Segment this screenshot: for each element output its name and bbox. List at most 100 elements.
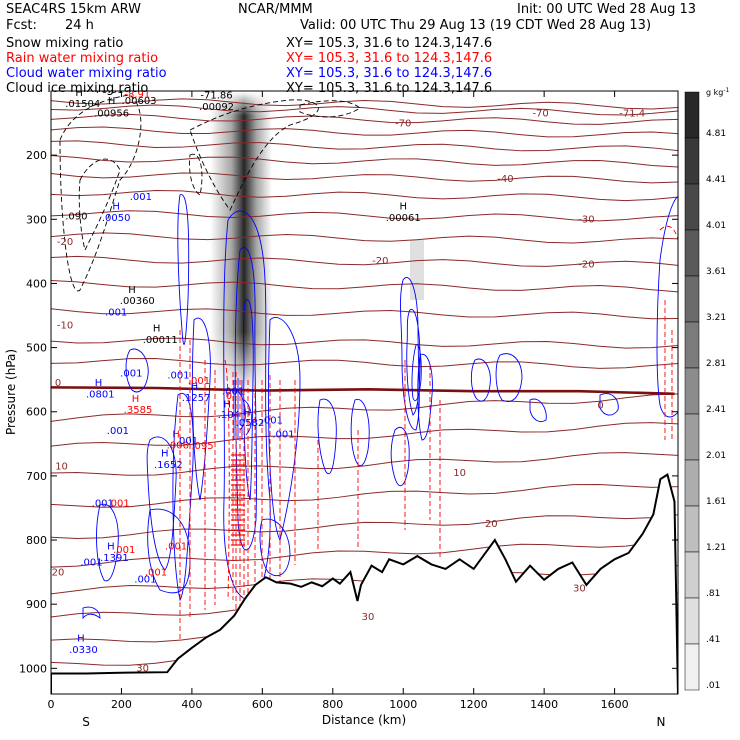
contour-value-label: .01504 [65, 99, 100, 110]
temperature-contour-line [51, 484, 678, 508]
temperature-contour-line [51, 539, 678, 568]
temperature-contours [51, 98, 678, 666]
center-label: NCAR/MMM [238, 2, 313, 17]
temperature-contour-label: -20 [57, 237, 73, 248]
colorbar-unit: g kg-1 [706, 87, 730, 97]
field-rain-label: Rain water mixing ratio [6, 51, 159, 66]
maximum-label: H [134, 83, 142, 94]
cloud-water-core [233, 378, 252, 440]
x-tick-label: 1200 [460, 698, 488, 711]
temperature-contour-line [51, 255, 678, 267]
x-axis-ticks: 0 200 400 600 800 1000 1200 1400 1600 [48, 91, 629, 711]
temperature-contour-line [51, 172, 678, 184]
x-tick-label: 600 [252, 698, 273, 711]
init-label: Init: 00 UTC Wed 28 Aug 13 [517, 2, 697, 17]
colorbar-swatch [684, 551, 700, 599]
field-cloud-ice-label: Cloud ice mixing ratio [6, 81, 149, 96]
colorbar: 4.81 4.41 4.01 3.61 3.21 2.81 2.41 2.01 1.61 1.21… [684, 91, 726, 691]
temperature-contour-label: 0 [597, 401, 603, 412]
temperature-labels: -70 -70 -71.4 -40 -30 -20 -20 -20 -10 0 0 10 10 20 20 3… [52, 109, 645, 675]
temperature-contour-line [51, 337, 678, 349]
temperature-contour-label: 20 [485, 519, 498, 530]
terrain-surface [51, 473, 678, 694]
maximum-label: .104 [218, 410, 240, 421]
temperature-contour-line [51, 98, 678, 110]
colorbar-swatch [684, 275, 700, 323]
maximum-label: H [172, 429, 180, 440]
maximum-label: .006 [167, 440, 189, 451]
temperature-contour-line [51, 126, 678, 138]
colorbar-swatch [684, 321, 700, 369]
maximum-label: H [223, 399, 231, 410]
temperature-contour-label: 30 [362, 612, 375, 623]
contour-value-label: .001 [167, 370, 189, 381]
maximum-label: H [108, 96, 116, 107]
snow-shading-tower [210, 92, 272, 392]
y-tick-label: 200 [26, 149, 47, 162]
cloud-ice-dashed-contours [59, 94, 361, 292]
temperature-contour-line [51, 232, 678, 244]
contour-value-label: .001 [165, 542, 187, 553]
temperature-contour-label: -40 [497, 174, 513, 185]
maximum-label: .0050 [102, 213, 131, 224]
contour-value-label: -71.86 [200, 91, 232, 102]
contour-value-label: .095 [191, 441, 213, 452]
temperature-contour-label: -70 [395, 118, 411, 129]
maximum-label: H [128, 285, 136, 296]
fcst-value: 24 h [65, 18, 94, 33]
maximum-label: .3585 [124, 405, 153, 416]
colorbar-label: .41 [706, 635, 720, 645]
temperature-contour-line [51, 154, 678, 168]
maximum-label: H [107, 542, 115, 553]
colorbar-swatch [684, 183, 700, 231]
contour-value-label: .001 [130, 192, 152, 203]
contour-value-label: .001 [92, 499, 114, 510]
field-cloud-water-xy: XY= 105.3, 31.6 to 124.3,147.6 [286, 66, 493, 81]
y-tick-label: 600 [26, 406, 47, 419]
contour-value-label: .001 [113, 545, 135, 556]
temperature-contour-line [51, 279, 678, 293]
maximum-label: .00011 [143, 335, 178, 346]
maximum-label: H [399, 202, 407, 213]
contour-value-label: .001 [176, 436, 198, 447]
temperature-contour-line [51, 358, 678, 369]
contour-value-label: .090 [65, 211, 87, 222]
temperature-contour-line [51, 104, 678, 116]
maximum-label: .0801 [86, 390, 115, 401]
colorbar-label: 1.61 [706, 497, 726, 507]
colorbar-swatch [684, 413, 700, 461]
x-tick-label: 1000 [389, 698, 417, 711]
contour-value-label: .001 [80, 558, 102, 569]
colorbar-label: 4.01 [706, 221, 726, 231]
y-tick-label: 400 [26, 277, 47, 290]
contour-value-label: H [75, 88, 83, 99]
temperature-contour-label: 10 [55, 461, 68, 472]
temperature-contour-label: -20 [372, 256, 388, 267]
contour-value-label: .001 [188, 376, 210, 387]
maximum-label: .00061 [386, 213, 421, 224]
contour-value-label: .001 [272, 429, 294, 440]
fcst-label: Fcst: [6, 18, 37, 33]
y-tick-label: 500 [26, 342, 47, 355]
x-axis-south-label: S [82, 715, 90, 729]
colorbar-label: 2.81 [706, 359, 726, 369]
maximum-label: H [132, 394, 140, 405]
temperature-contour-label: 30 [573, 583, 586, 594]
colorbar-label: 4.81 [706, 129, 726, 139]
temperature-contour-line [51, 113, 678, 125]
y-axis-label: Pressure (hPa) [4, 349, 18, 435]
contour-value-label: 0 [226, 391, 232, 402]
maximum-label: H [191, 381, 199, 392]
maximum-label: H [95, 378, 103, 389]
colorbar-label: 2.01 [706, 451, 726, 461]
colorbar-swatch [684, 597, 700, 645]
temperature-contour-line [51, 190, 678, 202]
contour-value-label: .001 [134, 574, 156, 585]
colorbar-swatch [684, 367, 700, 415]
rain-water-core [231, 454, 245, 546]
contour-value-label: .001 [107, 499, 129, 510]
temperature-contour-label: 20 [52, 567, 65, 578]
contour-value-labels: .001.001.001.001.001.001.001.001.001.001… [65, 88, 294, 585]
colorbar-label: .01 [706, 681, 720, 691]
